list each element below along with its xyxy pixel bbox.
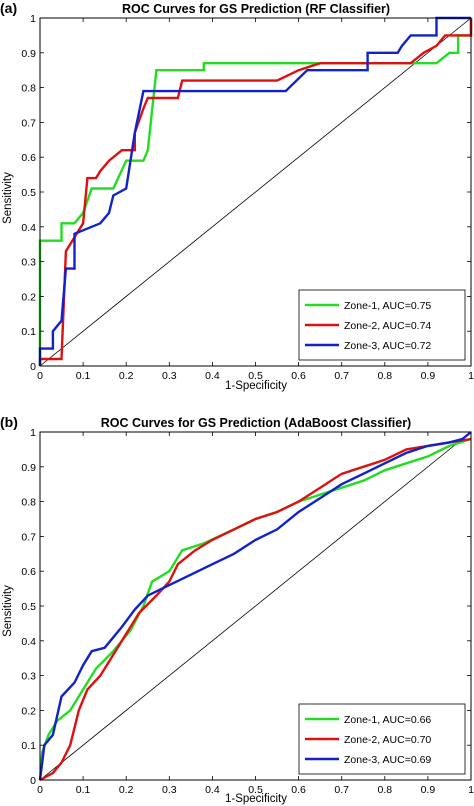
y-tick-label: 1: [30, 427, 36, 439]
y-tick-label: 1: [30, 13, 36, 25]
chart-title-a: ROC Curves for GS Prediction (RF Classif…: [122, 2, 390, 16]
x-tick-label: 0.1: [76, 370, 91, 382]
x-tick-label: 0.5: [248, 370, 263, 382]
plot-area-b: 0 0.1 0.2 0.3 0.4 0.5 0.6 0.7 0.8 0.9 1 0 0.1 0.2 0.3 0…: [21, 427, 474, 796]
x-tick-label: 0.9: [421, 784, 436, 796]
y-tick-label: 0.5: [21, 187, 36, 199]
x-tick-label: 0.4: [205, 370, 220, 382]
x-tick-label: 0.1: [76, 784, 91, 796]
y-tick-label: 0.5: [21, 601, 36, 613]
x-tick-label: 0.4: [205, 784, 220, 796]
reference-diagonal-line: [39, 431, 472, 781]
x-tick-label: 1: [468, 370, 474, 382]
x-tick-label: 0.8: [377, 784, 392, 796]
x-tick-label: 0.8: [377, 370, 392, 382]
chart-title-b: ROC Curves for GS Prediction (AdaBoost C…: [101, 416, 411, 430]
x-tick-label: 0.2: [119, 370, 134, 382]
legend: Zone-1, AUC=0.66 Zone-2, AUC=0.70 Zone-3, …: [298, 703, 466, 775]
legend-entry-zone-2: Zone-2, AUC=0.70: [344, 734, 431, 746]
y-tick-label: 0.6: [21, 566, 36, 578]
y-tick-label: 0.9: [21, 462, 36, 474]
series-line-zone-3: [38, 16, 471, 366]
x-axis-label-a: 1-Specificity: [225, 380, 287, 392]
series-line-zone-2: [38, 18, 473, 366]
y-tick-label: 0.3: [21, 671, 36, 683]
y-tick-label: 0.9: [21, 48, 36, 60]
y-tick-label: 0.6: [21, 152, 36, 164]
legend-entry-zone-3: Zone-3, AUC=0.72: [344, 340, 431, 352]
x-tick-label: 0.6: [291, 370, 306, 382]
y-tick-label: 0: [30, 775, 36, 787]
y-tick-label: 0.4: [21, 636, 36, 648]
legend-entry-zone-1: Zone-1, AUC=0.75: [344, 300, 431, 312]
x-tick-label: 0.3: [162, 370, 177, 382]
x-tick-label: 0: [37, 784, 43, 796]
y-tick-label: 0.2: [21, 291, 36, 303]
panel-b: (b) ROC Curves for GS Prediction (AdaBoo…: [0, 414, 474, 805]
x-tick-label: 0: [37, 370, 43, 382]
x-tick-label: 0.6: [291, 784, 306, 796]
reference-diagonal-line: [39, 17, 472, 367]
y-axis-label-b: Sensitivity: [2, 585, 14, 637]
series-line-zone-2: [39, 437, 472, 782]
panel-label-b: (b): [0, 414, 18, 430]
legend-entry-zone-3: Zone-3, AUC=0.69: [344, 754, 431, 766]
legend-entry-zone-1: Zone-1, AUC=0.66: [344, 714, 431, 726]
panel-a: (a) ROC Curves for GS Prediction (RF Cla…: [0, 0, 474, 392]
panel-label-a: (a): [0, 0, 17, 16]
y-tick-label: 0.1: [21, 326, 36, 338]
y-axis-label-a: Sensitivity: [2, 172, 14, 224]
y-tick-label: 0.8: [21, 83, 36, 95]
legend-entry-zone-2: Zone-2, AUC=0.74: [344, 320, 431, 332]
y-tick-label: 0: [30, 361, 36, 373]
x-tick-label: 0.7: [334, 784, 349, 796]
y-tick-label: 0.3: [21, 257, 36, 269]
legend: Zone-1, AUC=0.75 Zone-2, AUC=0.74 Zone-3, …: [298, 289, 466, 361]
x-axis-label-b: 1-Specificity: [225, 793, 287, 805]
series-line-zone-3: [38, 431, 472, 781]
y-tick-label: 0.2: [21, 705, 36, 717]
y-tick-label: 0.7: [21, 117, 36, 129]
plot-area-a: 0 0.1 0.2 0.3 0.4 0.5 0.6 0.7 0.8 0.9 1 0 0.1 0.2 0.3 0…: [21, 13, 474, 382]
y-tick-label: 0.7: [21, 531, 36, 543]
x-tick-label: 0.7: [334, 370, 349, 382]
x-tick-label: 1: [468, 784, 474, 796]
x-tick-label: 0.5: [248, 784, 263, 796]
series-line-zone-1: [38, 18, 473, 366]
y-tick-label: 0.8: [21, 497, 36, 509]
x-tick-label: 0.9: [421, 370, 436, 382]
x-tick-label: 0.3: [162, 784, 177, 796]
y-tick-label: 0.4: [21, 222, 36, 234]
y-tick-label: 0.1: [21, 740, 36, 752]
series-line-zone-1: [38, 437, 472, 781]
x-tick-label: 0.2: [119, 784, 134, 796]
